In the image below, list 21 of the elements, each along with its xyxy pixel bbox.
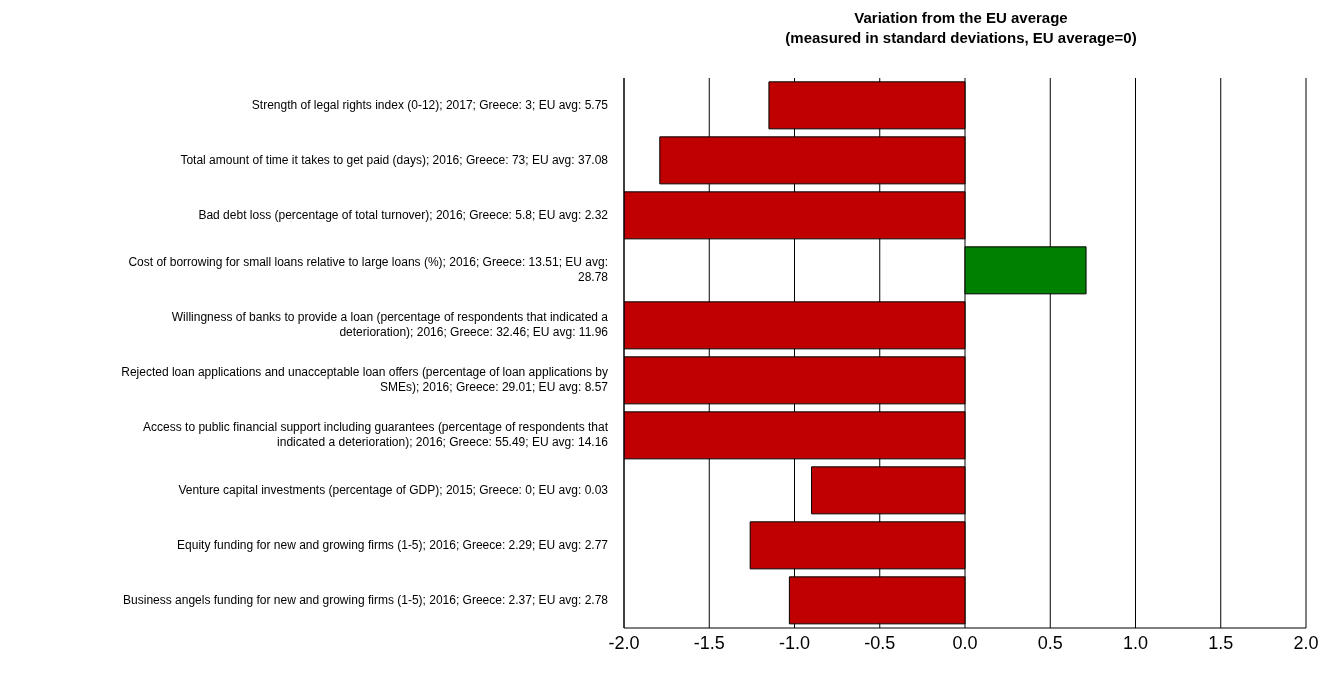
y-tick-label: Rejected loan applications and unacceptable loan offers (percentage of loan applications by SMEs); 2016; Greece: 29.01; EU avg: 8.57 — [121, 365, 609, 395]
y-tick-label: Venture capital investments (percentage of GDP); 2015; Greece: 0; EU avg: 0.03 — [178, 482, 609, 497]
chart-title: Variation from the EU average — [853, 8, 1069, 28]
x-tick-label: -1.5 — [693, 632, 725, 653]
y-tick-label: Equity funding for new and growing firms (1-5); 2016; Greece: 2.29; EU avg: 2.77 — [177, 537, 609, 552]
y-tick-label: Total amount of time it takes to get paid (days); 2016; Greece: 73; EU avg: 37.08 — [180, 152, 609, 167]
x-tick-label: 2.0 — [1293, 632, 1319, 653]
x-tick-label: 0.5 — [1037, 632, 1063, 653]
y-tick-label: Bad debt loss (percentage of total turnover); 2016; Greece: 5.8; EU avg: 2.32 — [198, 207, 609, 222]
x-tick-label: 0.0 — [952, 632, 978, 653]
y-tick-label: Strength of legal rights index (0-12); 2017; Greece: 3; EU avg: 5.75 — [251, 97, 609, 112]
y-tick-label: Business angels funding for new and growing firms (1-5); 2016; Greece: 2.37; EU avg: 2.78 — [123, 592, 609, 607]
x-tick-label: 1.0 — [1122, 632, 1149, 653]
x-tick-label: 1.5 — [1208, 632, 1234, 653]
chart-subtitle: (measured in standard deviations, EU average=0) — [784, 28, 1138, 48]
y-tick-label: Access to public financial support including guarantees (percentage of respondents that indicated a deterioration); 2016; Greece: 55.49; EU avg: 14.16 — [143, 420, 609, 450]
x-tick-label: -1.0 — [778, 632, 811, 653]
x-tick-label: -0.5 — [864, 632, 896, 653]
y-tick-label: Cost of borrowing for small loans relative to large loans (%); 2016; Greece: 13.51; EU avg: 28.78 — [128, 255, 609, 285]
x-tick-label: -2.0 — [608, 632, 640, 653]
y-tick-label: Willingness of banks to provide a loan (percentage of respondents that indicated a deterioration); 2016; Greece: 32.46; EU avg: 11.96 — [171, 310, 609, 340]
